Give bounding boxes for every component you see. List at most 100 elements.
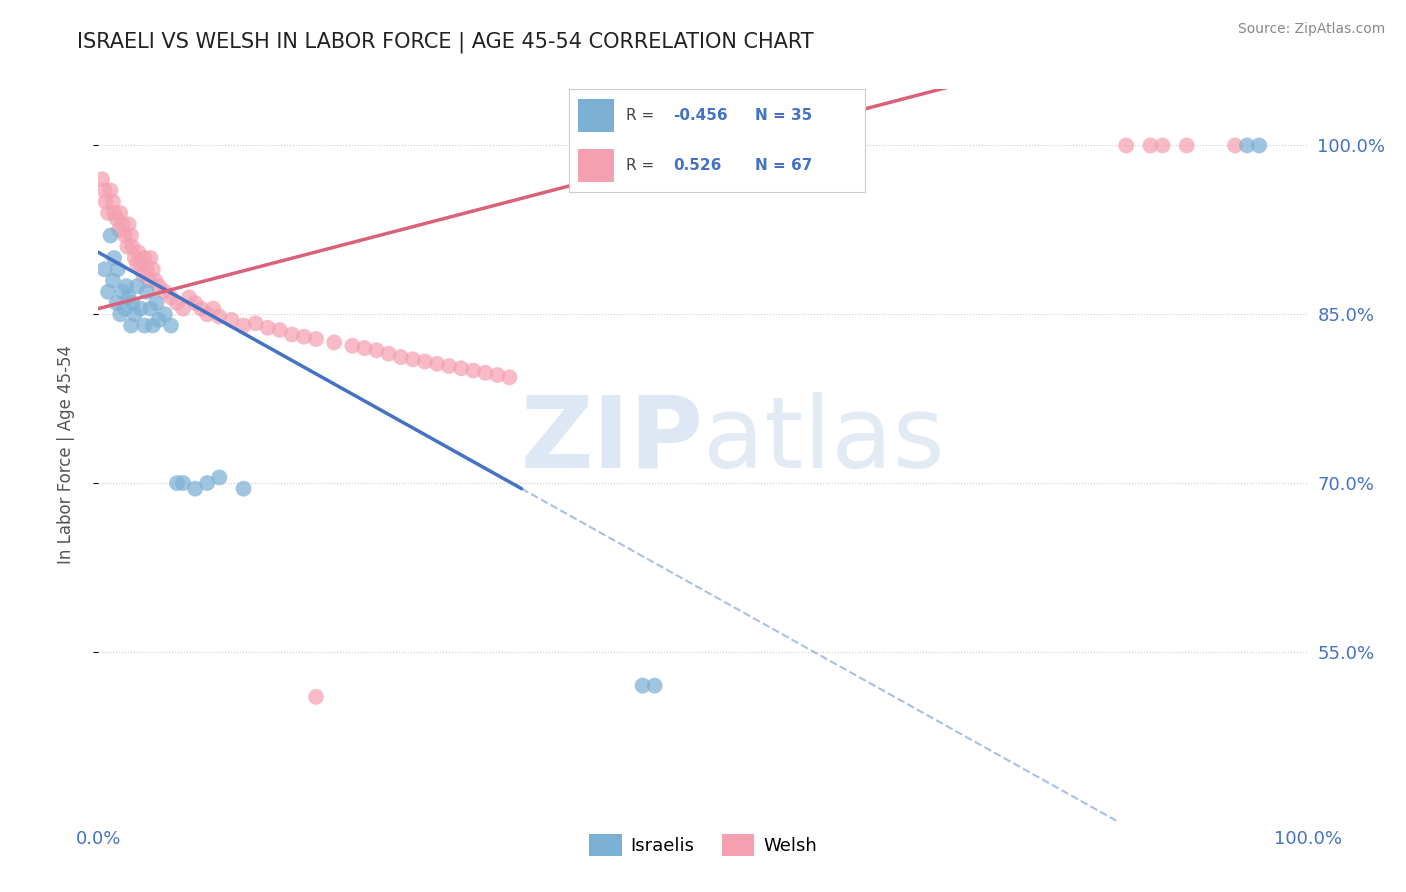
Point: [105, 211, 128, 226]
Point: [221, 313, 243, 327]
Point: [108, 307, 131, 321]
Point: [139, 301, 162, 316]
Point: [135, 262, 157, 277]
Point: [195, 476, 218, 491]
Y-axis label: In Labor Force | Age 45-54: In Labor Force | Age 45-54: [56, 345, 75, 565]
Point: [377, 346, 399, 360]
Point: [148, 313, 170, 327]
Point: [93, 262, 115, 277]
Text: atlas: atlas: [703, 392, 945, 489]
Point: [202, 301, 225, 316]
Point: [138, 273, 160, 287]
Point: [644, 679, 666, 693]
Text: ISRAELI VS WELSH IN LABOR FORCE | AGE 45-54 CORRELATION CHART: ISRAELI VS WELSH IN LABOR FORCE | AGE 45…: [77, 31, 814, 53]
Point: [160, 318, 183, 333]
Point: [305, 332, 328, 346]
Point: [402, 352, 425, 367]
Point: [103, 251, 125, 265]
Point: [232, 482, 254, 496]
Point: [245, 316, 267, 330]
Point: [450, 361, 472, 376]
Point: [195, 307, 218, 321]
Point: [115, 279, 138, 293]
Point: [305, 690, 328, 704]
Point: [389, 350, 412, 364]
Point: [118, 217, 141, 231]
Point: [139, 251, 162, 265]
Point: [1139, 138, 1161, 153]
Point: [172, 476, 194, 491]
Point: [208, 310, 231, 324]
Point: [121, 240, 143, 254]
Point: [184, 296, 207, 310]
Point: [190, 301, 212, 316]
Point: [166, 476, 188, 491]
Point: [179, 290, 201, 304]
Point: [108, 206, 131, 220]
Point: [91, 172, 114, 186]
Point: [281, 327, 304, 342]
Point: [108, 223, 131, 237]
Point: [184, 482, 207, 496]
Point: [413, 354, 436, 368]
Point: [107, 262, 129, 277]
Point: [631, 679, 654, 693]
Point: [1236, 138, 1258, 153]
Point: [93, 184, 115, 198]
Point: [100, 184, 122, 198]
Point: [232, 318, 254, 333]
Point: [111, 285, 134, 299]
Point: [1175, 138, 1198, 153]
Point: [129, 257, 152, 271]
Point: [105, 296, 128, 310]
Point: [124, 251, 146, 265]
Point: [118, 290, 141, 304]
Point: [120, 228, 142, 243]
Text: Source: ZipAtlas.com: Source: ZipAtlas.com: [1237, 22, 1385, 37]
Point: [127, 279, 149, 293]
Point: [1249, 138, 1271, 153]
Text: R =: R =: [626, 108, 658, 123]
Text: ZIP: ZIP: [520, 392, 703, 489]
Point: [120, 318, 142, 333]
Point: [256, 320, 278, 334]
Point: [353, 341, 375, 355]
Point: [498, 370, 520, 384]
Point: [134, 318, 156, 333]
Point: [166, 296, 188, 310]
Point: [143, 273, 166, 287]
Point: [114, 228, 136, 243]
Point: [437, 359, 460, 373]
FancyBboxPatch shape: [578, 149, 614, 181]
Text: -0.456: -0.456: [672, 108, 727, 123]
Point: [94, 194, 117, 209]
Point: [101, 194, 124, 209]
Point: [132, 268, 155, 282]
Point: [111, 217, 134, 231]
Point: [323, 335, 346, 350]
Point: [103, 206, 125, 220]
Point: [100, 228, 122, 243]
Point: [153, 307, 176, 321]
Point: [474, 366, 496, 380]
Point: [153, 285, 176, 299]
Point: [142, 318, 165, 333]
Text: 0.526: 0.526: [672, 158, 721, 173]
Point: [127, 245, 149, 260]
Point: [1115, 138, 1137, 153]
Text: N = 67: N = 67: [755, 158, 813, 173]
Point: [97, 285, 120, 299]
Point: [117, 240, 139, 254]
Point: [366, 343, 388, 358]
Point: [1152, 138, 1174, 153]
FancyBboxPatch shape: [578, 99, 614, 132]
Point: [114, 301, 136, 316]
Point: [172, 301, 194, 316]
Point: [160, 290, 183, 304]
Point: [97, 206, 120, 220]
Point: [127, 257, 149, 271]
Text: R =: R =: [626, 158, 658, 173]
Point: [134, 251, 156, 265]
Point: [124, 307, 146, 321]
Point: [101, 273, 124, 287]
